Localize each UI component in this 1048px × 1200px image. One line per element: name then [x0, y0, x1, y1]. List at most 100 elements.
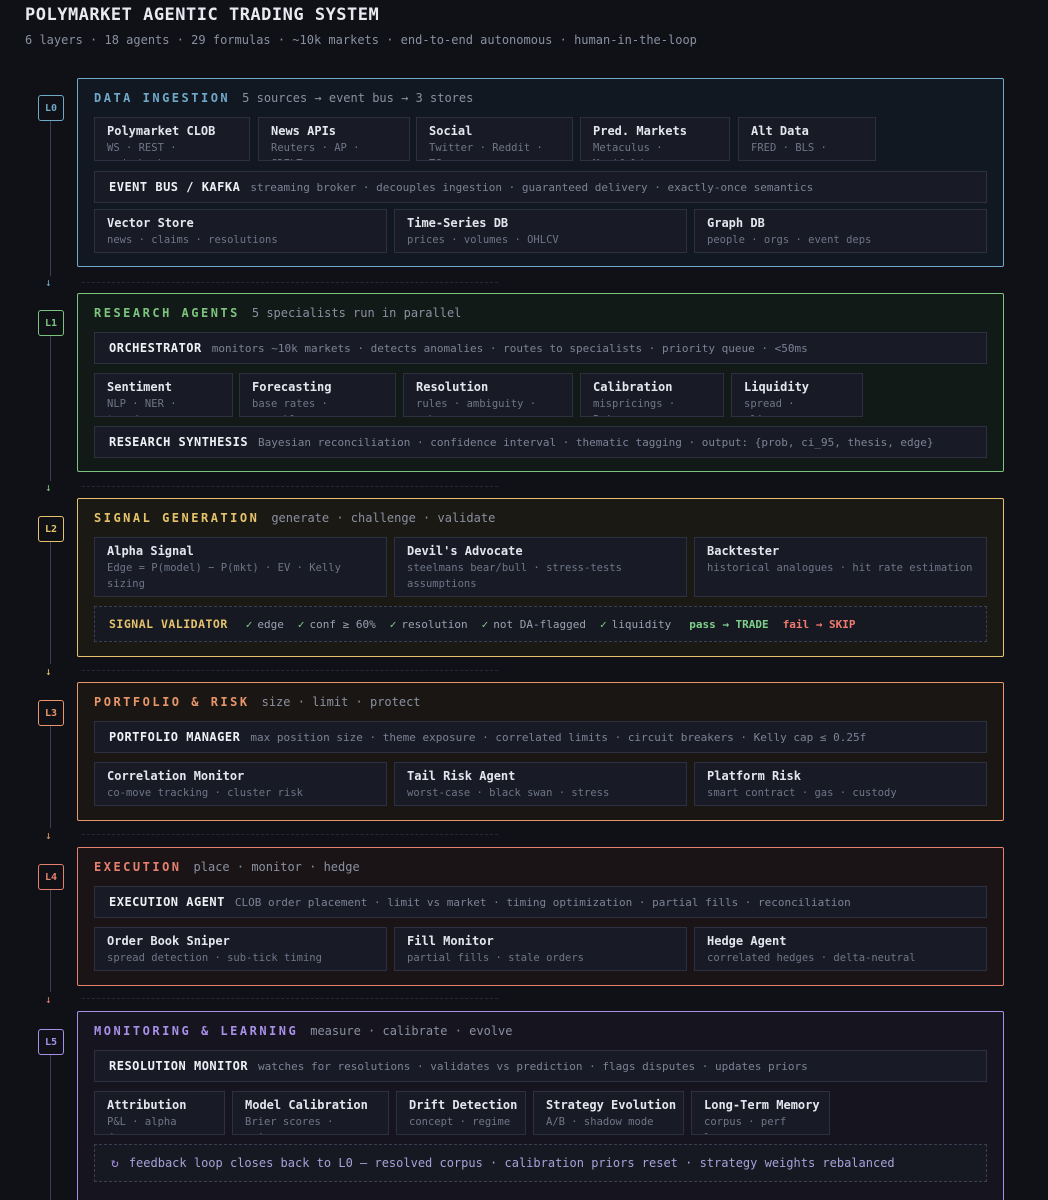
layer-header: EXECUTION place · monitor · hedge — [94, 860, 360, 874]
source-title: News APIs — [271, 124, 337, 138]
agent-title: Backtester — [707, 544, 780, 558]
layer-name: EXECUTION — [94, 860, 182, 874]
layer-desc: 5 specialists run in parallel — [251, 306, 462, 320]
agent-title: Attribution — [107, 1098, 187, 1112]
source-social: Social Twitter · Reddit · TG — [416, 117, 573, 161]
store-desc: news · claims · resolutions — [107, 234, 278, 246]
agent-hedge: Hedge Agent correlated hedges · delta-ne… — [694, 927, 987, 971]
page-subtitle: 6 layers · 18 agents · 29 formulas · ~10… — [25, 33, 697, 47]
agent-desc: partial fills · stale orders — [407, 952, 585, 964]
layer-research-agents: RESEARCH AGENTS 5 specialists run in par… — [77, 293, 1004, 472]
layer-desc: place · monitor · hedge — [193, 860, 360, 874]
layer-header: DATA INGESTION 5 sources → event bus → 3… — [94, 91, 473, 105]
agent-correlation-monitor: Correlation Monitor co-move tracking · c… — [94, 762, 387, 806]
check-icon: ✓ — [481, 617, 489, 631]
agent-title: Tail Risk Agent — [407, 769, 516, 783]
source-news-apis: News APIs Reuters · AP · GDELT — [258, 117, 410, 161]
check-icon: ✓ — [599, 617, 607, 631]
orchestrator-desc: monitors ~10k markets · detects anomalie… — [211, 341, 808, 355]
rail-line — [50, 1055, 51, 1200]
source-desc: Reuters · AP · GDELT — [271, 142, 360, 160]
agent-attribution: Attribution P&L · alpha decay — [94, 1091, 225, 1135]
portfolio-manager: PORTFOLIO MANAGER max position size · th… — [94, 721, 987, 753]
execution-agent-desc: CLOB order placement · limit vs market ·… — [234, 895, 851, 909]
specialist-calibration: Calibration mispricings · Brier — [580, 373, 724, 417]
specialist-liquidity: Liquidity spread · slippage — [731, 373, 863, 417]
source-title: Pred. Markets — [593, 124, 687, 138]
validator-check: ✓ not DA-flagged — [482, 618, 586, 631]
specialist-desc: rules · ambiguity · arb — [416, 398, 537, 416]
rail-line — [50, 336, 51, 481]
source-desc: Twitter · Reddit · TG — [429, 142, 543, 160]
orchestrator: ORCHESTRATOR monitors ~10k markets · det… — [94, 332, 987, 364]
specialist-desc: base rates · ensemble — [252, 398, 328, 416]
agent-desc: spread detection · sub-tick timing — [107, 952, 322, 964]
layer-desc: generate · challenge · validate — [271, 511, 496, 525]
specialist-title: Sentiment — [107, 380, 173, 394]
arrow-down-icon: ↓ — [45, 993, 52, 1006]
page-title: POLYMARKET AGENTIC TRADING SYSTEM — [25, 5, 380, 25]
agent-title: Long-Term Memory — [704, 1098, 820, 1112]
check-icon: ✓ — [297, 617, 305, 631]
resolution-monitor: RESOLUTION MONITOR watches for resolutio… — [94, 1050, 987, 1082]
agent-title: Hedge Agent — [707, 934, 787, 948]
portfolio-manager-title: PORTFOLIO MANAGER — [109, 730, 241, 744]
source-title: Polymarket CLOB — [107, 124, 216, 138]
layer-badge-l0: L0 — [38, 95, 64, 121]
agent-title: Strategy Evolution — [546, 1098, 677, 1112]
signal-validator: SIGNAL VALIDATOR ✓ edge ✓ conf ≥ 60% ✓ reso… — [94, 606, 987, 642]
specialist-resolution: Resolution rules · ambiguity · arb — [403, 373, 573, 417]
agent-backtester: Backtester historical analogues · hit ra… — [694, 537, 987, 597]
agent-strategy-evolution: Strategy Evolution A/B · shadow mode — [533, 1091, 684, 1135]
agent-desc: worst-case · black swan · stress — [407, 787, 610, 799]
specialist-title: Forecasting — [252, 380, 332, 394]
agent-title: Drift Detection — [409, 1098, 518, 1112]
synthesis-title: RESEARCH SYNTHESIS — [109, 435, 249, 449]
resolution-monitor-title: RESOLUTION MONITOR — [109, 1059, 249, 1073]
layer-badge-l3: L3 — [38, 700, 64, 726]
rail-line — [50, 726, 51, 828]
store-title: Vector Store — [107, 216, 194, 230]
source-title: Alt Data — [751, 124, 809, 138]
specialist-title: Liquidity — [744, 380, 810, 394]
rail-line — [50, 542, 51, 664]
validator-check: ✓ resolution — [390, 618, 468, 631]
orchestrator-title: ORCHESTRATOR — [109, 341, 202, 355]
layer-data-ingestion: DATA INGESTION 5 sources → event bus → 3… — [77, 78, 1004, 267]
source-desc: FRED · BLS · macro — [751, 142, 827, 160]
agent-title: Fill Monitor — [407, 934, 494, 948]
research-synthesis: RESEARCH SYNTHESIS Bayesian reconciliati… — [94, 426, 987, 458]
layer-desc: 5 sources → event bus → 3 stores — [242, 91, 474, 105]
layer-monitoring-learning: MONITORING & LEARNING measure · calibrat… — [77, 1011, 1004, 1200]
agent-title: Correlation Monitor — [107, 769, 245, 783]
check-label: not DA-flagged — [493, 617, 586, 631]
store-desc: prices · volumes · OHLCV — [407, 234, 559, 246]
check-label: edge — [257, 617, 284, 631]
source-desc: Metaculus · Manifold — [593, 142, 663, 160]
specialist-desc: spread · slippage — [744, 398, 795, 416]
agent-desc: steelmans bear/bull · stress-tests assum… — [407, 562, 622, 590]
loop-icon: ↻ — [111, 1155, 119, 1171]
agent-tail-risk: Tail Risk Agent worst-case · black swan … — [394, 762, 687, 806]
layer-separator — [82, 834, 498, 835]
validator-title: SIGNAL VALIDATOR — [109, 617, 228, 631]
specialist-forecasting: Forecasting base rates · ensemble — [239, 373, 396, 417]
specialist-desc: mispricings · Brier — [593, 398, 676, 416]
layer-badge-l1: L1 — [38, 310, 64, 336]
source-polymarket-clob: Polymarket CLOB WS · REST · orderbook — [94, 117, 250, 161]
event-bus: EVENT BUS / KAFKA streaming broker · dec… — [94, 171, 987, 203]
agent-model-calibration: Model Calibration Brier scores · priors — [232, 1091, 389, 1135]
check-icon: ✓ — [389, 617, 397, 631]
layer-name: RESEARCH AGENTS — [94, 306, 240, 320]
specialist-title: Calibration — [593, 380, 673, 394]
layer-separator — [82, 670, 498, 671]
check-label: liquidity — [611, 617, 672, 631]
agent-title: Model Calibration — [245, 1098, 368, 1112]
layer-badge-l5: L5 — [38, 1029, 64, 1055]
layer-execution: EXECUTION place · monitor · hedge EXECUT… — [77, 847, 1004, 986]
arrow-down-icon: ↓ — [45, 665, 52, 678]
agent-drift-detection: Drift Detection concept · regime — [396, 1091, 526, 1135]
specialist-title: Resolution — [416, 380, 489, 394]
layer-header: PORTFOLIO & RISK size · limit · protect — [94, 695, 421, 709]
feedback-text: feedback loop closes back to L0 — resolv… — [128, 1156, 895, 1170]
